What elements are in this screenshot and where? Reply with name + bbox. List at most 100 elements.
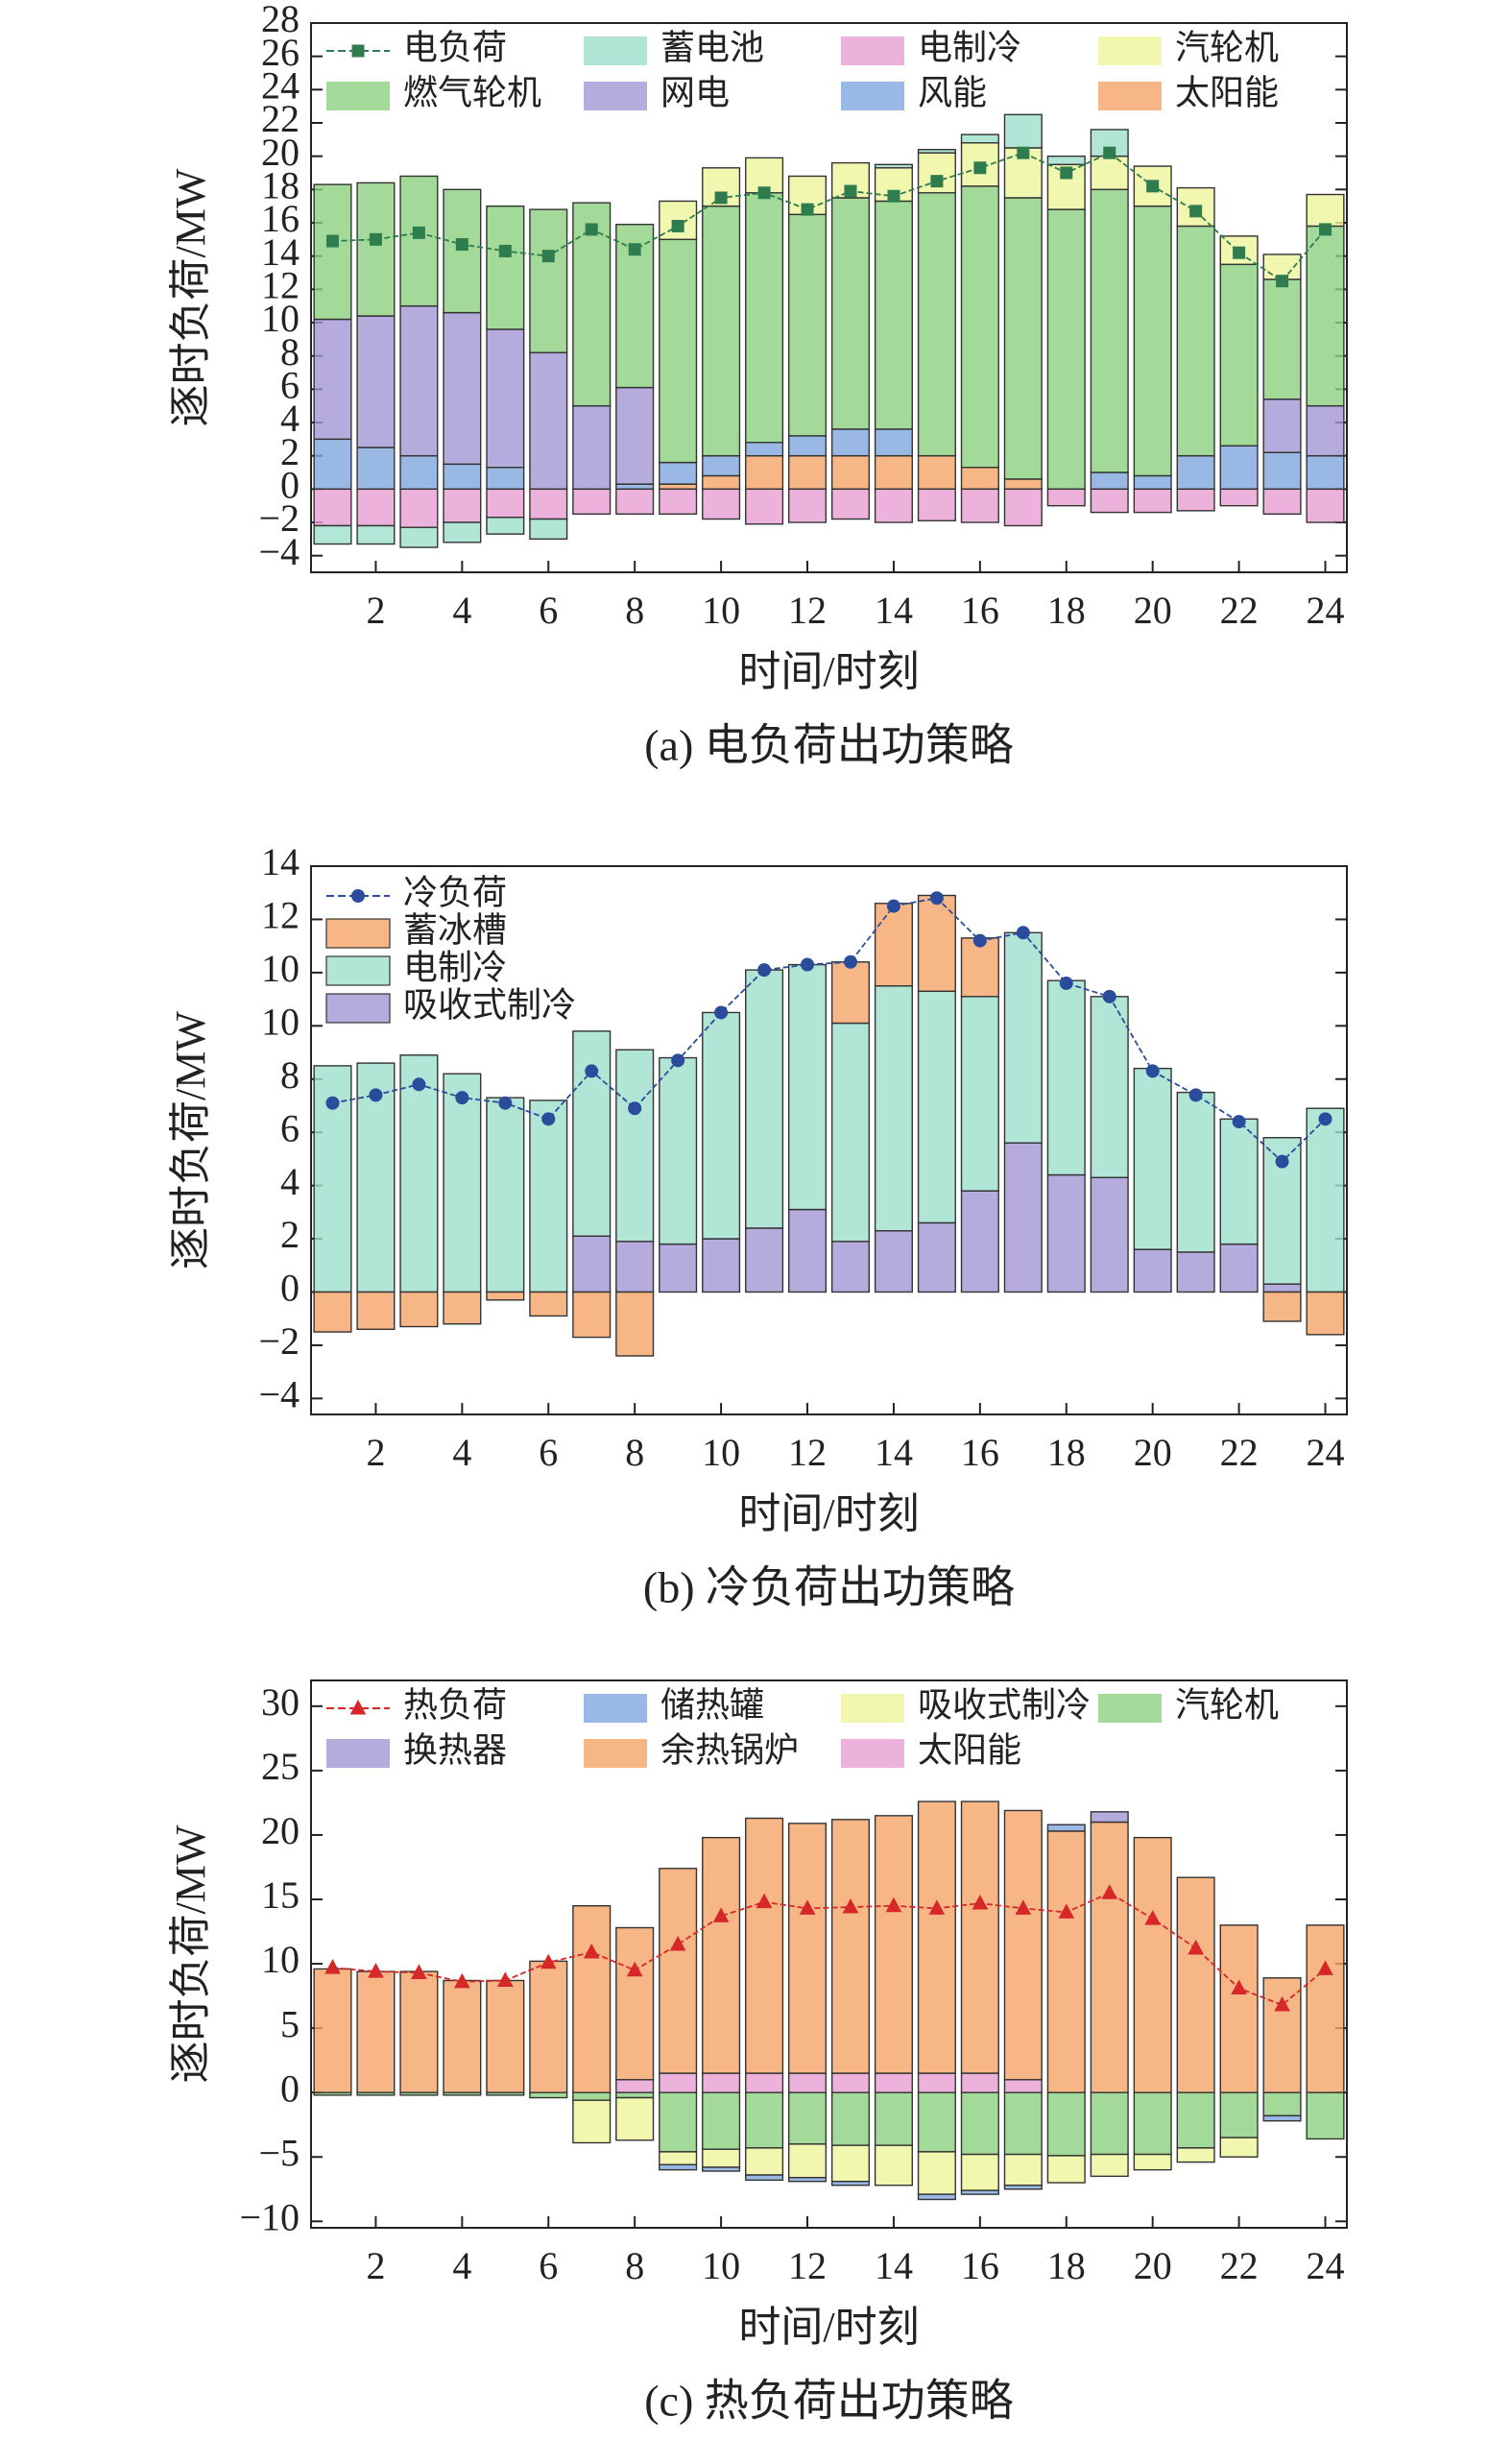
bar-segment (1306, 1107, 1345, 1293)
marker (1275, 1154, 1289, 1169)
x-tick-label: 20 (1134, 1431, 1172, 1474)
marker (1103, 146, 1116, 159)
marker (887, 189, 900, 203)
bar-segment (702, 1011, 741, 1240)
y-tick-label: 4 (280, 397, 300, 440)
y-tick-label: 30 (261, 1680, 300, 1724)
bar-segment (615, 483, 655, 491)
bar-segment (787, 488, 828, 523)
y-axis-title: 逐时负荷/MW (167, 168, 214, 426)
bar-segment (615, 2096, 655, 2141)
bar-segment (917, 454, 956, 491)
bar-segment (1176, 488, 1215, 512)
bar-segment (830, 454, 871, 491)
bar-segment (356, 447, 396, 491)
bar-segment (787, 2176, 828, 2183)
marker (585, 223, 598, 236)
bar-segment (1176, 1251, 1215, 1293)
x-tick-label: 22 (1220, 589, 1259, 632)
x-tick-label: 18 (1047, 2244, 1086, 2287)
y-tick-label: 10 (261, 297, 300, 340)
y-tick-label: 8 (280, 330, 300, 374)
x-tick-label: 14 (875, 589, 913, 632)
bar-segment (787, 2091, 828, 2145)
y-tick-label: −4 (258, 530, 300, 573)
marker (1317, 1960, 1333, 1975)
y-tick-label: 15 (261, 1873, 300, 1917)
y-tick-label: 12 (261, 894, 300, 937)
bar-segment (1046, 2155, 1086, 2184)
legend-label: 太阳能 (918, 1730, 1021, 1769)
bar-segment (1003, 488, 1043, 527)
bar-segment (443, 1979, 482, 2093)
bar-segment (787, 1208, 828, 1293)
bar-segment (659, 2163, 698, 2171)
bar-segment (399, 454, 439, 491)
bar-segment (1176, 1876, 1215, 2093)
marker (1059, 976, 1073, 990)
marker (973, 161, 987, 175)
bar-segment (313, 183, 352, 321)
bar-segment (1306, 1291, 1345, 1336)
x-tick-label: 22 (1220, 1431, 1259, 1474)
chart-caption: (b) 冷负荷出功策略 (643, 1563, 1015, 1612)
bar-segment (659, 1868, 698, 2074)
x-axis-title: 时间/时刻 (738, 648, 919, 695)
marker (757, 186, 771, 200)
x-tick-label: 4 (452, 1431, 471, 1474)
bar-segment (1046, 1173, 1086, 1293)
bar-segment (1003, 197, 1043, 480)
bar-segment (529, 1291, 568, 1317)
legend-label: 蓄冰槽 (403, 910, 507, 949)
bar-segment (443, 1073, 482, 1293)
y-tick-label: 14 (261, 840, 300, 883)
bar-segment (399, 2091, 439, 2096)
y-tick-label: 18 (261, 164, 300, 207)
bar-segment (1046, 208, 1086, 491)
bar-segment (917, 488, 956, 521)
bar-segment (1046, 488, 1086, 507)
bar-segment (443, 311, 482, 466)
marker (1318, 1112, 1332, 1126)
marker (455, 1091, 469, 1105)
bar-segment (1262, 2091, 1302, 2117)
legend-swatch (1098, 1694, 1162, 1723)
marker (886, 899, 900, 913)
bar-segment (313, 1291, 352, 1333)
x-tick-label: 24 (1307, 589, 1345, 632)
bar-segment (1090, 488, 1129, 514)
marker (1060, 166, 1073, 180)
marker (585, 1064, 599, 1078)
bar-segment (917, 2091, 956, 2153)
chart-caption: (c) 热负荷出功策略 (644, 2377, 1014, 2426)
x-tick-label: 12 (788, 1431, 827, 1474)
legend-label: 电负荷 (403, 28, 507, 66)
bar-segment (1090, 188, 1129, 473)
bar-segment (1003, 1142, 1043, 1293)
bar-segment (917, 192, 956, 457)
bar-segment (486, 1979, 525, 2093)
bar-segment (1003, 931, 1043, 1144)
bar-segment (659, 461, 698, 485)
marker (757, 963, 772, 978)
y-tick-label: −2 (258, 1319, 300, 1363)
bar-segment (443, 521, 482, 544)
bar-segment (399, 175, 439, 307)
bar-segment (1306, 1924, 1345, 2093)
bar-segment (960, 996, 999, 1192)
bar-segment (1133, 1836, 1172, 2093)
y-tick-label: 16 (261, 197, 300, 240)
bar-segment (313, 318, 352, 441)
bar-segment (1003, 478, 1043, 491)
chart-caption: (a) 电负荷出功策略 (644, 721, 1014, 770)
x-tick-label: 14 (875, 2244, 913, 2287)
bar-segment (917, 990, 956, 1224)
bar-segment (874, 2091, 913, 2146)
marker (540, 1953, 557, 1969)
bar-segment (917, 1221, 956, 1293)
bar-segment (1176, 2091, 1215, 2149)
bar-segment (1003, 113, 1043, 149)
marker (541, 1112, 556, 1126)
x-tick-label: 10 (702, 1431, 740, 1474)
